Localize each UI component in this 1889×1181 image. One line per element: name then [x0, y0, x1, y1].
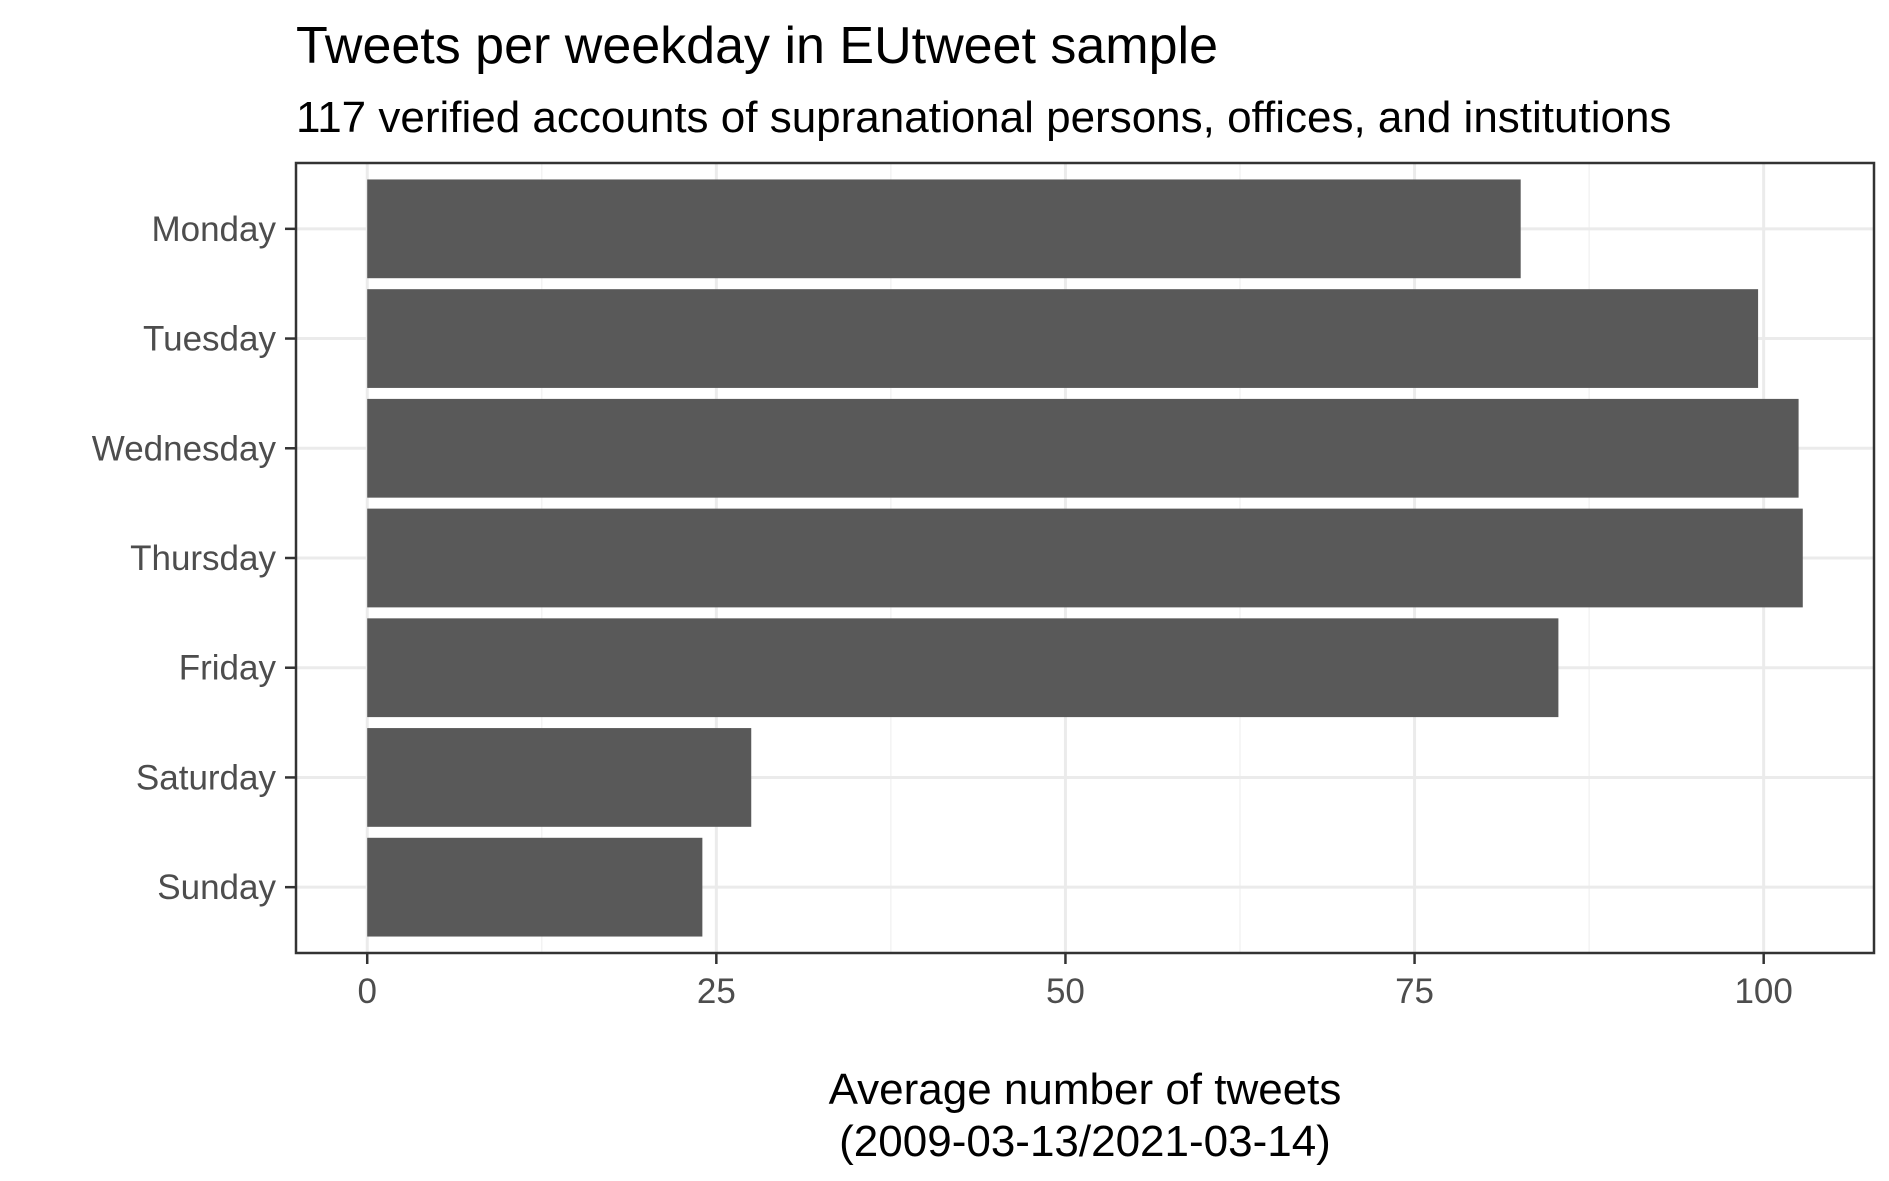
y-tick-label: Monday — [151, 210, 276, 249]
x-tick-label: 75 — [1395, 972, 1434, 1011]
x-axis-title-line2: (2009-03-13/2021-03-14) — [839, 1117, 1331, 1166]
chart-subtitle: 117 verified accounts of supranational p… — [296, 93, 1671, 142]
x-tick-label: 0 — [357, 972, 376, 1011]
y-tick-label: Wednesday — [92, 429, 277, 468]
bars — [367, 179, 1803, 937]
bar-thursday — [367, 508, 1803, 608]
y-tick-label: Sunday — [157, 868, 276, 907]
bar-sunday — [367, 837, 703, 937]
bar-monday — [367, 179, 1521, 279]
x-tick-label: 100 — [1734, 972, 1792, 1011]
axes: Monday Tuesday Wednesday Thursday Friday Satu… — [92, 210, 1793, 1011]
bar-friday — [367, 618, 1559, 718]
y-tick-label: Friday — [179, 649, 277, 688]
bar-saturday — [367, 728, 752, 827]
x-axis-title-line1: Average number of tweets — [829, 1065, 1342, 1114]
y-tick-label: Saturday — [136, 758, 277, 797]
x-tick-label: 50 — [1046, 972, 1085, 1011]
x-tick-label: 25 — [697, 972, 736, 1011]
chart-title: Tweets per weekday in EUtweet sample — [296, 17, 1218, 75]
bar-wednesday — [367, 398, 1799, 498]
y-tick-label: Thursday — [130, 539, 276, 578]
y-tick-label: Tuesday — [143, 320, 276, 359]
bar-tuesday — [367, 289, 1759, 388]
